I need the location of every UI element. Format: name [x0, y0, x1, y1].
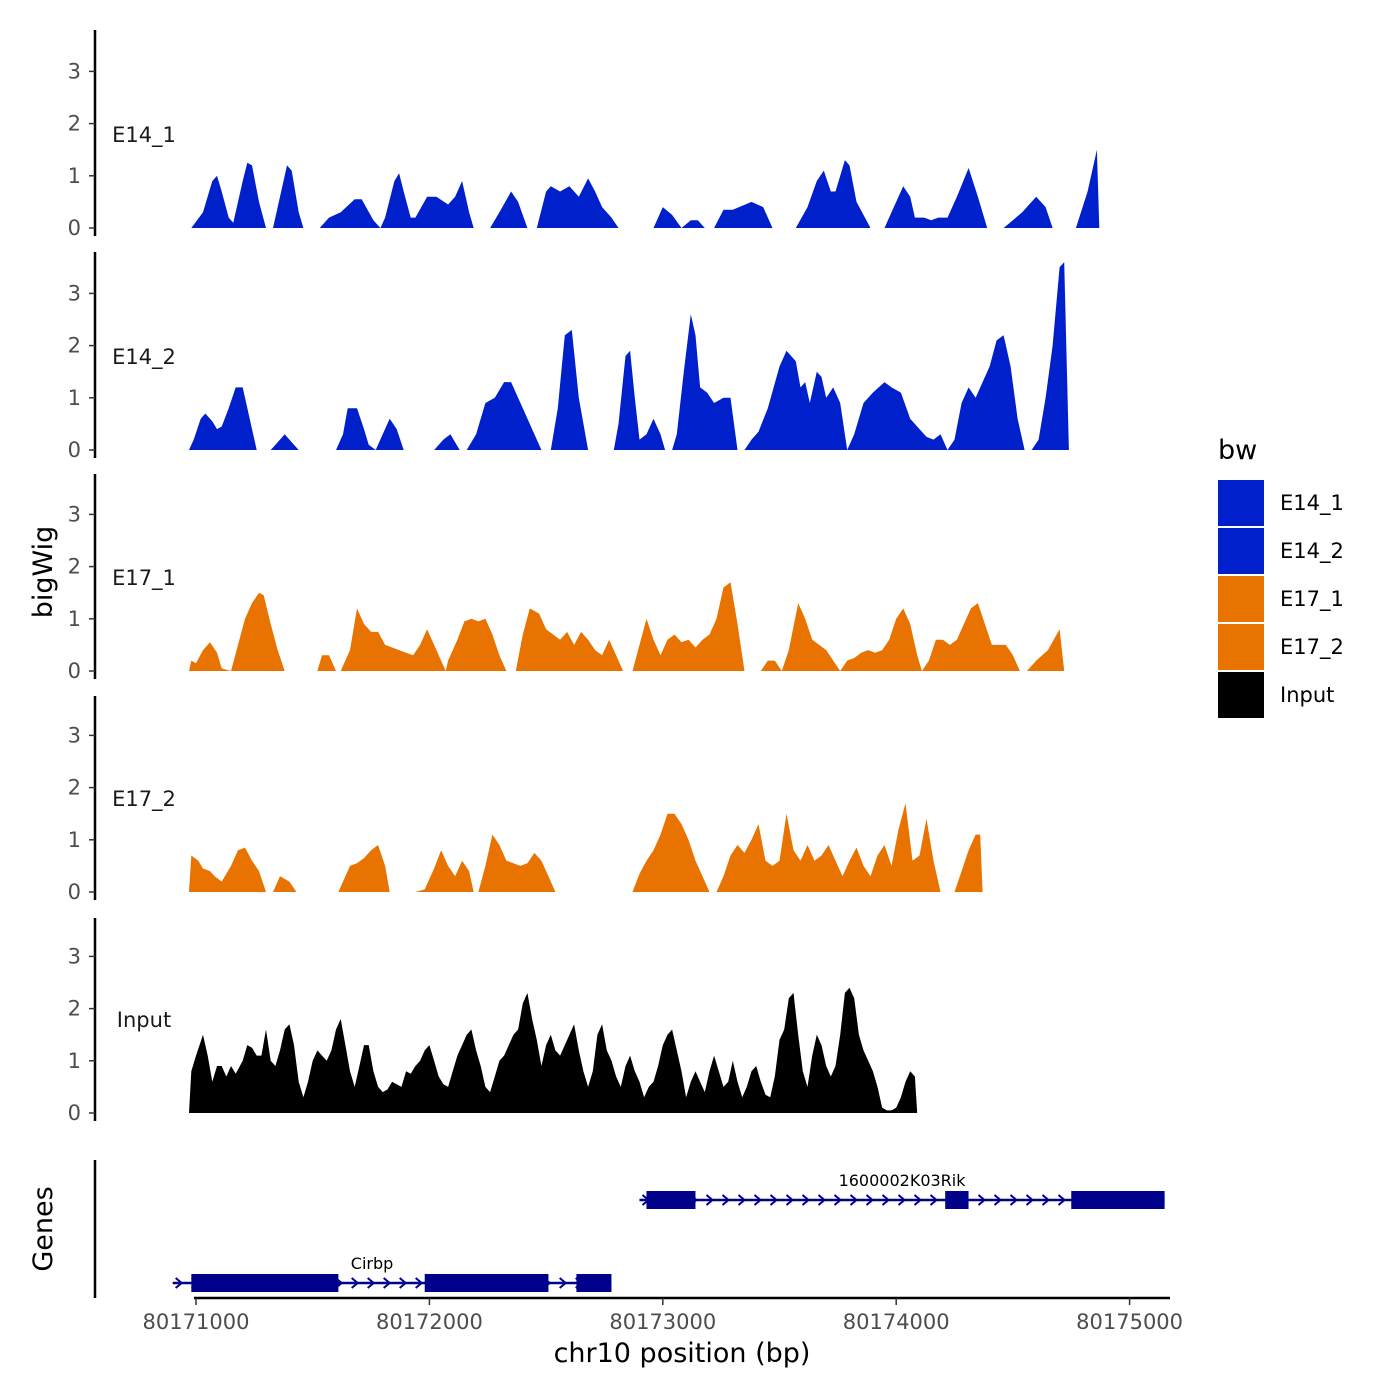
gene-exon	[424, 1274, 549, 1292]
strand-arrow	[1009, 1194, 1019, 1206]
series-area-Input	[189, 987, 918, 1113]
legend-key-E17_1	[1218, 576, 1264, 622]
strand-arrow	[367, 1277, 376, 1289]
gene-exon	[1071, 1191, 1165, 1209]
y-axis-title: bigWig	[28, 526, 59, 619]
strand-arrow	[737, 1194, 747, 1206]
legend-key-E14_1	[1218, 480, 1264, 526]
y-tick-label: 3	[68, 723, 81, 747]
legend: bw E14_1 E14_2 E17_1 E17_2 Input	[1218, 435, 1344, 718]
y-tick-label: 0	[68, 438, 81, 462]
strand-arrow	[881, 1194, 891, 1206]
y-tick-label: 3	[68, 281, 81, 305]
track-E14_1: 0 1 2 3 E14_1	[68, 30, 1100, 240]
y-tick-label: 1	[68, 607, 81, 631]
y-tick-label: 2	[68, 334, 81, 358]
x-tick-label: 80173000	[609, 1310, 716, 1334]
gene-name-label: Cirbp	[351, 1254, 394, 1273]
genes-axis-title: Genes	[28, 1186, 59, 1271]
strand-arrow	[897, 1194, 907, 1206]
legend-label-E17_2: E17_2	[1280, 635, 1344, 660]
track-E14_2: 0 1 2 3 E14_2	[68, 252, 1069, 462]
track-label: E17_1	[112, 566, 176, 591]
legend-key-E17_2	[1218, 624, 1264, 670]
gene-panel: 1600002K03Rik Cirbp	[93, 1160, 1165, 1298]
gene-exon	[945, 1191, 969, 1209]
strand-arrow	[785, 1194, 795, 1206]
y-tick-label: 0	[68, 880, 81, 904]
gene-exon	[646, 1191, 696, 1209]
x-tick-label: 80171000	[143, 1310, 250, 1334]
gene-Cirbp: Cirbp	[172, 1254, 612, 1292]
y-tick-label: 1	[68, 386, 81, 410]
legend-label-Input: Input	[1280, 683, 1334, 707]
strand-arrow	[705, 1194, 715, 1206]
x-tick-label: 80172000	[376, 1310, 483, 1334]
y-tick-label: 3	[68, 59, 81, 83]
y-tick-label: 1	[68, 164, 81, 188]
track-E17_2: 0 1 2 3 E17_2	[68, 696, 983, 904]
strand-arrow	[817, 1194, 827, 1206]
y-tick-label: 0	[68, 216, 81, 240]
legend-key-E14_2	[1218, 528, 1264, 574]
y-tick-label: 2	[68, 776, 81, 800]
track-label: Input	[117, 1008, 171, 1032]
strand-arrow	[769, 1194, 779, 1206]
strand-arrow	[913, 1194, 923, 1206]
strand-arrow	[833, 1194, 843, 1206]
track-Input: 0 1 2 3 Input	[68, 918, 918, 1125]
strand-arrow	[849, 1194, 859, 1206]
track-label: E14_2	[112, 345, 176, 370]
track-panels: 0 1 2 3 E14_1 0 1 2 3 E14_2 0 1 2 3 E17_1 0 1 2 3 E17_2 0 1 2 3…	[68, 30, 1100, 1125]
strand-arrow	[399, 1277, 408, 1289]
strand-arrow	[929, 1194, 939, 1206]
legend-title: bw	[1218, 435, 1257, 466]
y-tick-label: 0	[68, 1101, 81, 1125]
y-tick-label: 3	[68, 502, 81, 526]
x-axis: 80171000 80172000 80173000 80174000 80175000	[143, 1296, 1183, 1334]
strand-arrow	[977, 1194, 987, 1206]
x-tick-label: 80175000	[1076, 1310, 1183, 1334]
strand-arrow	[1041, 1194, 1051, 1206]
legend-key-Input	[1218, 672, 1264, 718]
y-tick-label: 1	[68, 1049, 81, 1073]
track-label: E14_1	[112, 123, 176, 148]
gene-name-label: 1600002K03Rik	[839, 1171, 967, 1190]
strand-arrow	[175, 1277, 184, 1289]
y-tick-label: 3	[68, 944, 81, 968]
y-tick-label: 2	[68, 997, 81, 1021]
series-area-E17_2	[189, 803, 983, 892]
strand-arrow	[721, 1194, 731, 1206]
strand-arrow	[865, 1194, 875, 1206]
legend-label-E14_2: E14_2	[1280, 539, 1344, 564]
strand-arrow	[383, 1277, 392, 1289]
legend-label-E17_1: E17_1	[1280, 587, 1344, 612]
strand-arrow	[559, 1277, 568, 1289]
strand-arrow	[415, 1277, 424, 1289]
gene-1600002K03Rik: 1600002K03Rik	[639, 1171, 1165, 1209]
strand-arrow	[753, 1194, 763, 1206]
gene-exon	[191, 1274, 339, 1292]
strand-arrow	[993, 1194, 1003, 1206]
y-tick-label: 2	[68, 555, 81, 579]
x-axis-title: chr10 position (bp)	[554, 1338, 811, 1369]
y-tick-label: 2	[68, 112, 81, 136]
track-label: E17_2	[112, 787, 176, 812]
series-area-E17_1	[189, 582, 1065, 671]
series-area-E14_1	[191, 149, 1100, 228]
legend-label-E14_1: E14_1	[1280, 491, 1344, 516]
strand-arrow	[1025, 1194, 1035, 1206]
y-tick-label: 0	[68, 659, 81, 683]
y-tick-label: 1	[68, 828, 81, 852]
series-area-E14_2	[189, 262, 1069, 450]
track-E17_1: 0 1 2 3 E17_1	[68, 474, 1065, 683]
strand-arrow	[351, 1277, 360, 1289]
strand-arrow	[1057, 1194, 1067, 1206]
gene-exon	[576, 1274, 612, 1292]
x-tick-label: 80174000	[843, 1310, 950, 1334]
strand-arrow	[801, 1194, 811, 1206]
